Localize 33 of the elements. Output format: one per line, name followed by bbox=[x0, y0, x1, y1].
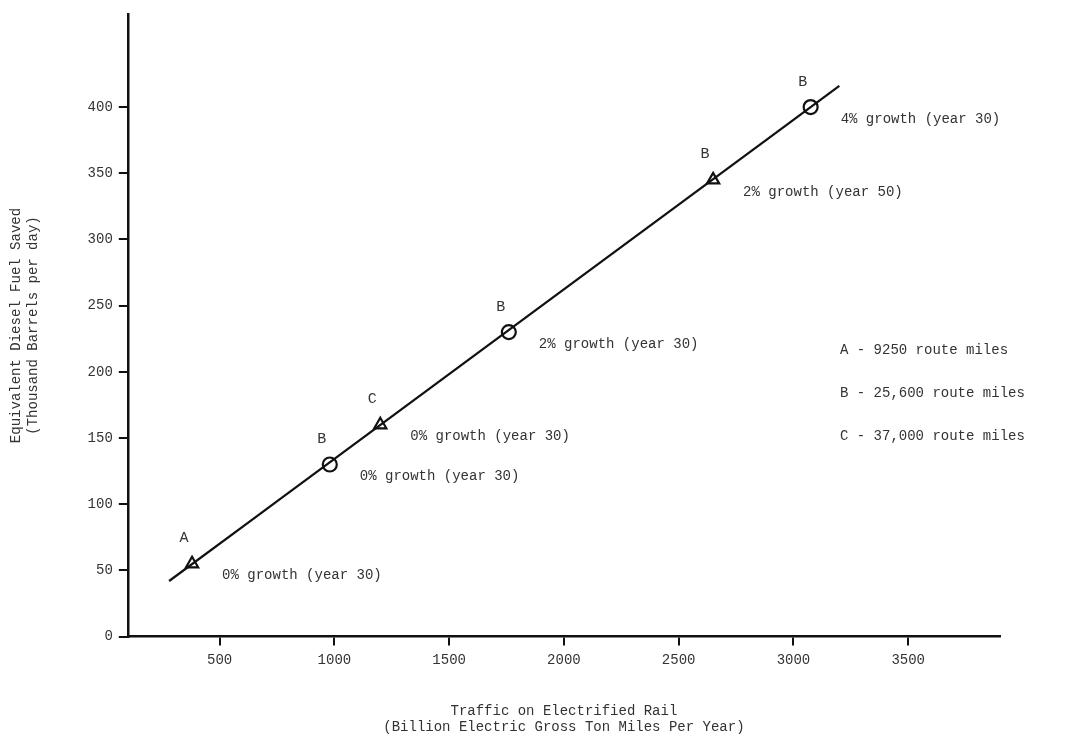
annotation: 0% growth (year 30) bbox=[222, 567, 382, 584]
data-label: B bbox=[700, 146, 710, 164]
data-label: B bbox=[317, 430, 327, 448]
annotation: 0% growth (year 30) bbox=[410, 428, 570, 445]
data-label: C bbox=[367, 391, 377, 409]
annotation: A - 9250 route miles bbox=[840, 341, 1009, 358]
y-tick-label: 100 bbox=[87, 495, 113, 512]
annotation: 0% growth (year 30) bbox=[359, 468, 520, 485]
annotation: 2% growth (year 30) bbox=[538, 335, 699, 352]
x-tick-label: 1000 bbox=[317, 651, 352, 668]
y-tick-label: 250 bbox=[87, 297, 113, 314]
x-tick-label: 2500 bbox=[661, 651, 696, 668]
annotation: 4% growth (year 30) bbox=[840, 110, 1001, 127]
y-tick-label: 350 bbox=[87, 164, 113, 181]
x-tick-label: 2000 bbox=[547, 651, 581, 668]
data-label: B bbox=[798, 73, 808, 91]
y-tick-label: 400 bbox=[87, 98, 113, 115]
y-tick-label: 0 bbox=[104, 628, 113, 645]
y-tick-label: 300 bbox=[87, 231, 113, 248]
y-tick-label: 150 bbox=[87, 429, 113, 446]
y-tick-label: 200 bbox=[87, 363, 113, 380]
annotation: B - 25,600 route miles bbox=[840, 384, 1025, 401]
y-tick-label: 50 bbox=[95, 562, 113, 579]
y-axis-title: Equivalent Diesel Fuel Saved (Thousand Barrels per day) bbox=[8, 207, 41, 444]
x-tick-label: 1500 bbox=[432, 651, 466, 668]
x-axis-title: Traffic on Electrified Rail (Billion Electric Gross Ton Miles Per Year) bbox=[383, 702, 745, 736]
data-label: A bbox=[179, 530, 189, 548]
x-tick-label: 500 bbox=[207, 651, 233, 668]
annotation: 2% growth (year 50) bbox=[743, 183, 903, 200]
data-label: B bbox=[496, 298, 506, 316]
x-tick-label: 3500 bbox=[891, 651, 925, 668]
annotation: C - 37,000 route miles bbox=[840, 427, 1025, 444]
x-tick-label: 3000 bbox=[776, 651, 811, 668]
